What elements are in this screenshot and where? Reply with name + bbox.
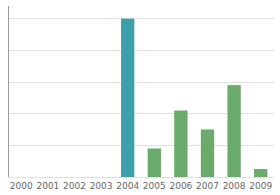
bar	[94, 177, 107, 178]
bar	[148, 149, 161, 178]
grid-line	[8, 50, 274, 51]
bar	[227, 85, 240, 177]
x-tick-label: 2000	[10, 181, 33, 191]
x-tick-label: 2004	[116, 181, 139, 191]
x-tick-label: 2006	[169, 181, 192, 191]
bar	[201, 130, 214, 178]
y-axis-line	[8, 6, 9, 177]
grid-line	[8, 82, 274, 83]
grid-line	[8, 18, 274, 19]
x-tick-label: 2007	[196, 181, 219, 191]
x-tick-label: 2002	[63, 181, 86, 191]
x-tick-label: 2009	[249, 181, 272, 191]
x-tick-label: 2005	[143, 181, 166, 191]
bar	[41, 177, 54, 178]
bars	[121, 19, 267, 177]
x-tick-label: 2001	[36, 181, 59, 191]
x-tick-label: 2003	[90, 181, 113, 191]
bar	[174, 111, 187, 178]
bar	[254, 169, 267, 177]
grid	[8, 19, 274, 177]
x-tick-labels: 20002001 2002 20032004 20052006 2007 20082009	[10, 181, 273, 191]
x-tick-label: 2008	[223, 181, 246, 191]
chart: 20002001 2002 20032004 20052006 2007 20082009	[0, 0, 280, 195]
bar	[68, 177, 81, 178]
bar	[121, 19, 134, 177]
bar	[15, 177, 28, 178]
